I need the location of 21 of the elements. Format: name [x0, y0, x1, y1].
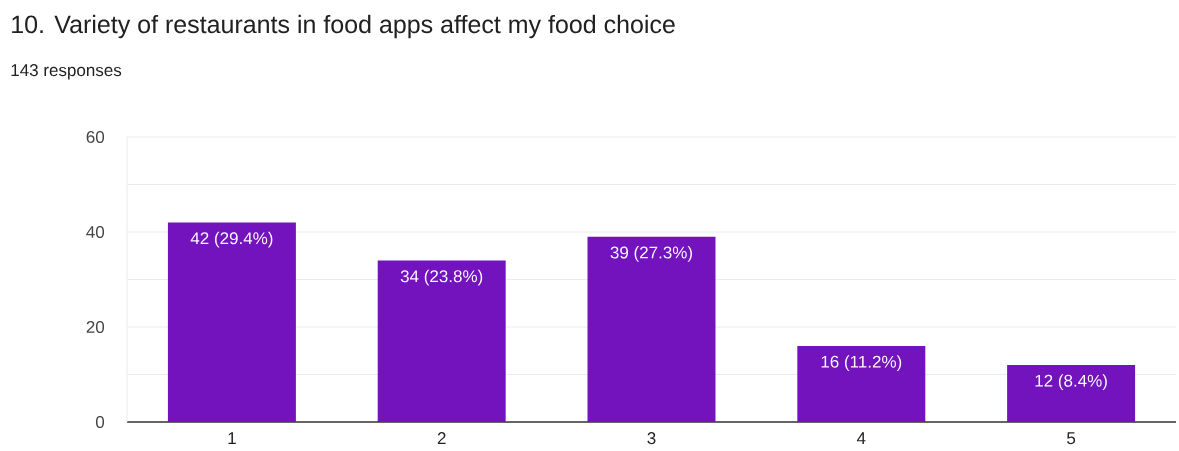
x-tick-label: 4: [856, 432, 866, 444]
y-tick-label: 60: [86, 130, 105, 144]
x-tick-label: 1: [228, 432, 236, 444]
y-tick-label: 20: [86, 320, 105, 334]
x-tick-label: 2: [437, 432, 446, 444]
data-label: 16 (11.2%): [821, 355, 902, 372]
data-label: 42 (29.4%): [190, 231, 273, 248]
x-tick-label: 3: [647, 432, 656, 445]
chart-subtitle: 143 responses: [11, 64, 122, 80]
y-tick-label: 0: [95, 415, 105, 429]
chart-title: 10. Variety of restaurants in food apps affect my food choice: [12, 14, 675, 39]
data-label: 39 (27.3%): [610, 246, 692, 262]
bar: [167, 222, 296, 422]
bar: [377, 260, 506, 422]
bar: [797, 346, 926, 422]
bar: [587, 236, 716, 422]
bar: [1007, 365, 1136, 422]
y-tick-label: 40: [86, 225, 105, 239]
data-label: 12 (8.4%): [1035, 374, 1107, 391]
data-label: 34 (23.8%): [400, 269, 483, 286]
x-tick-label: 5: [1067, 432, 1076, 445]
